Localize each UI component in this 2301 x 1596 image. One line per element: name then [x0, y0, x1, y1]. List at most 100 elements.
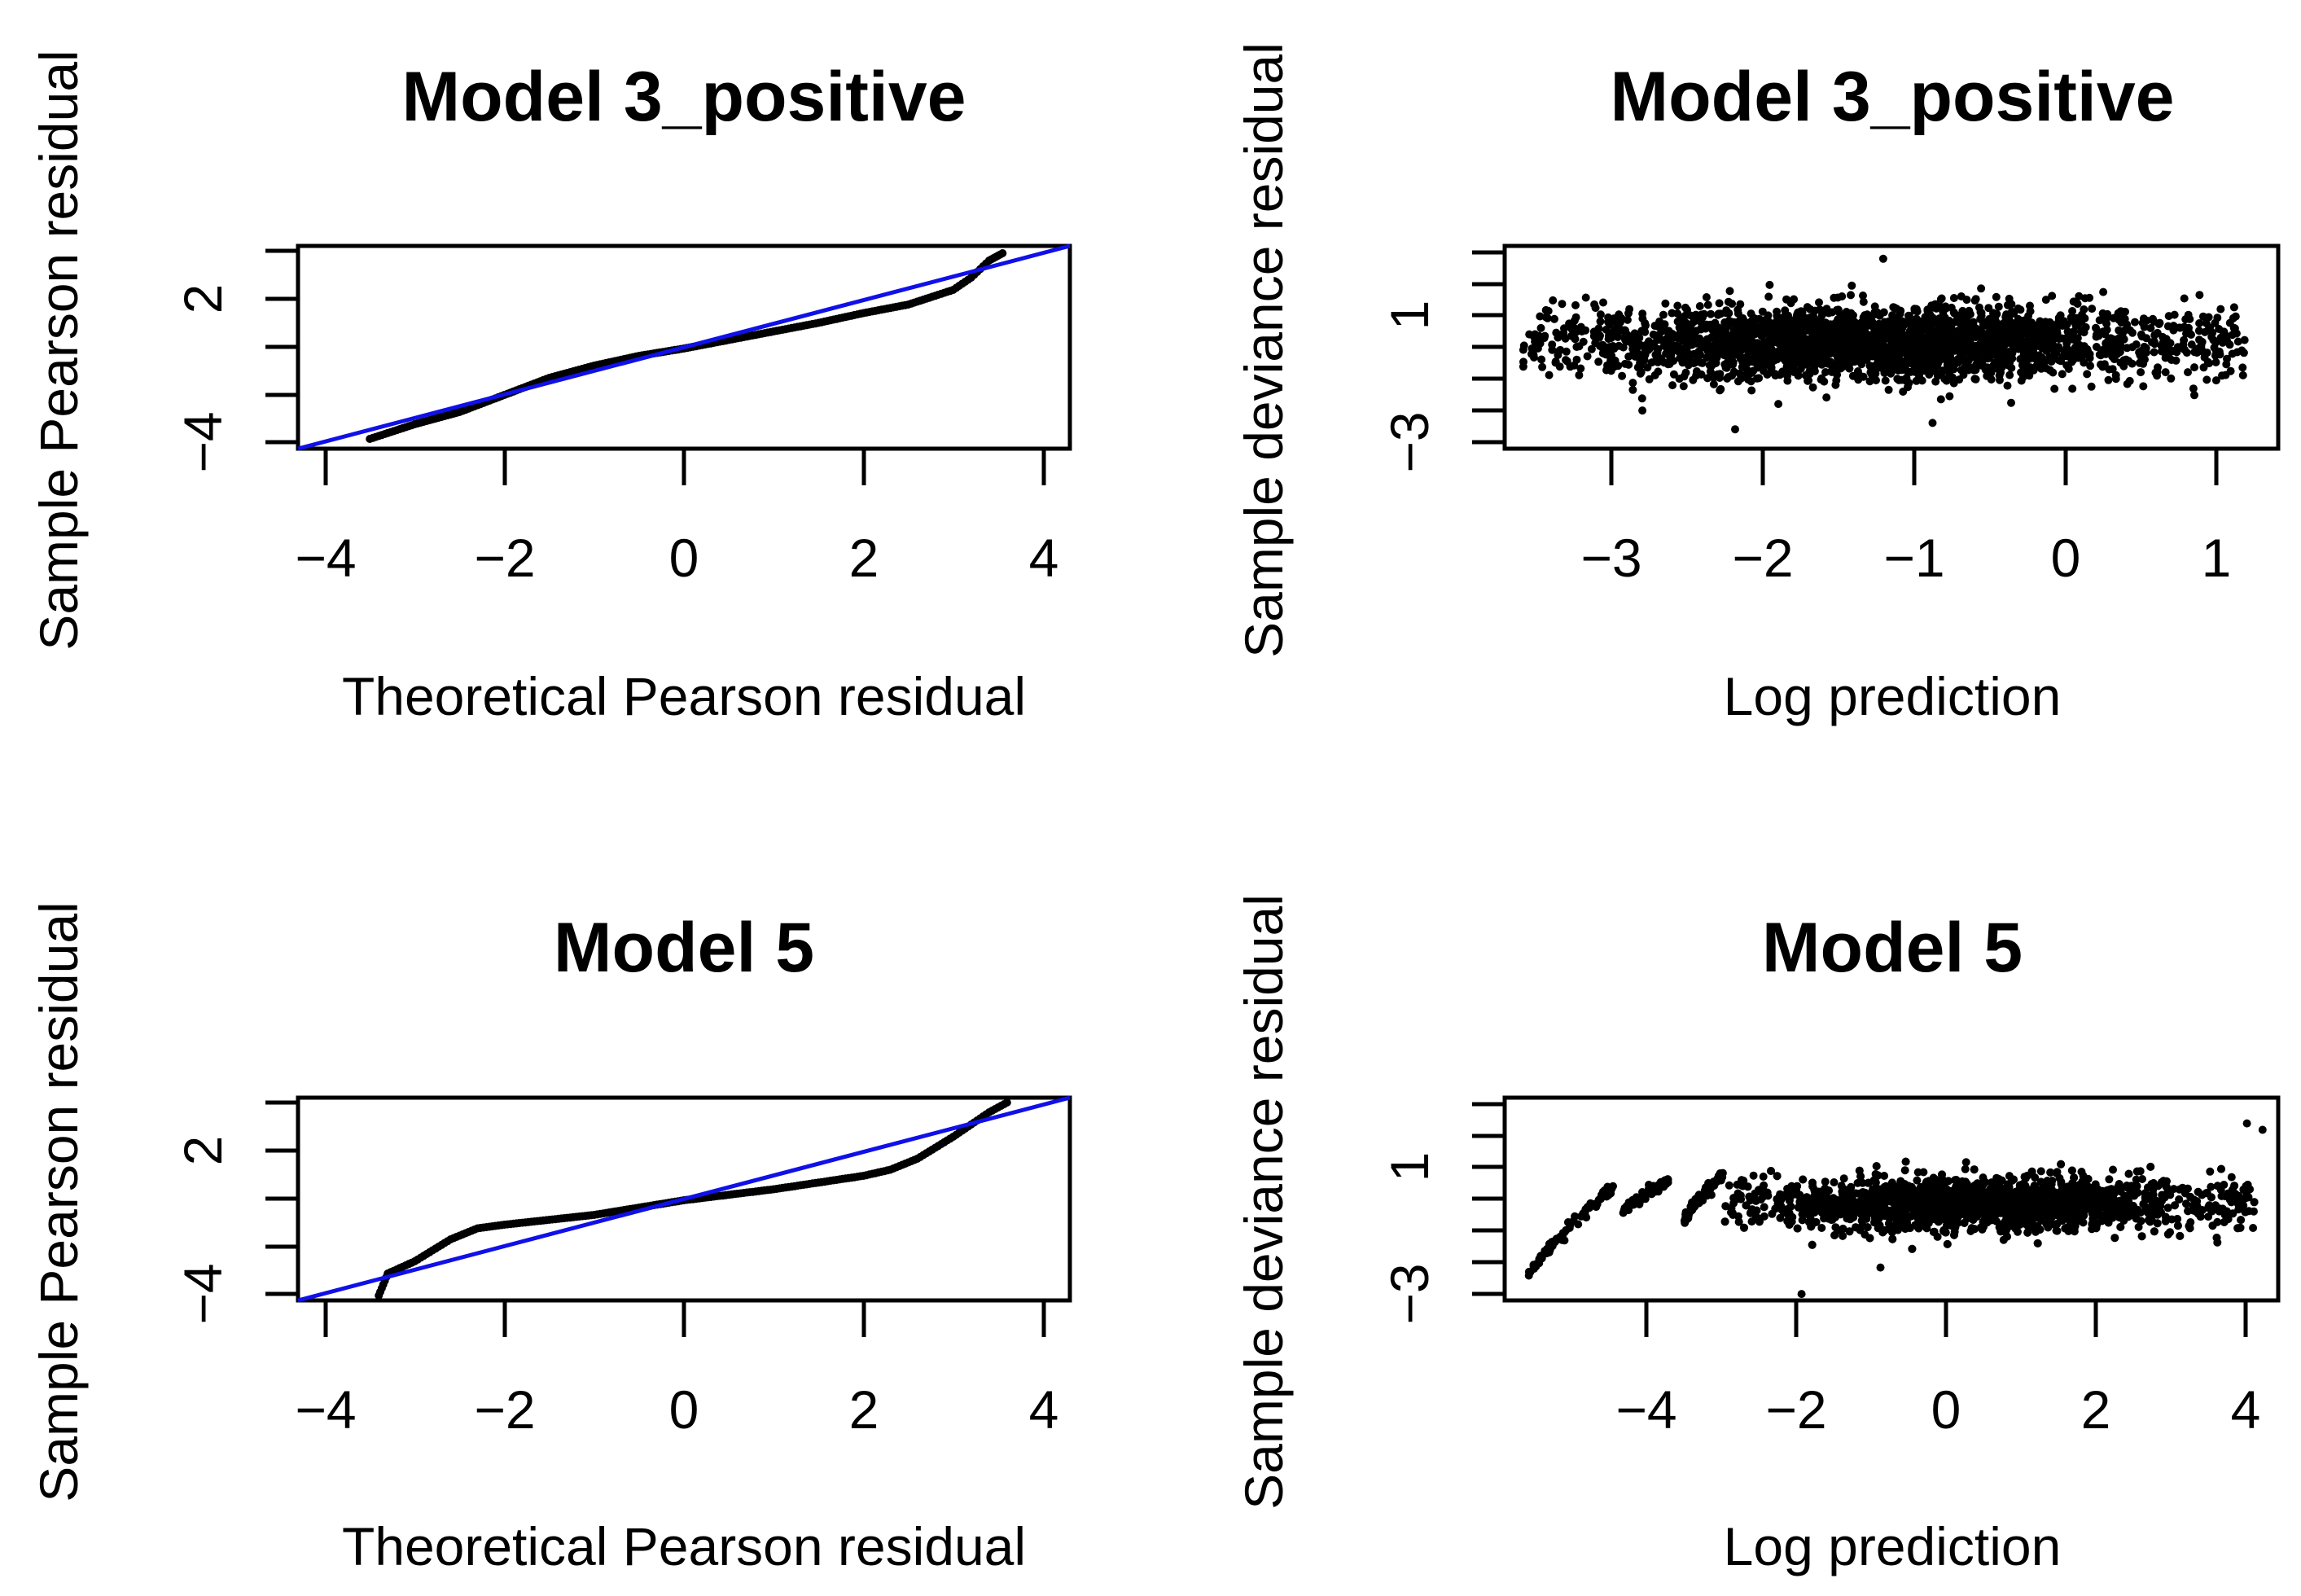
data-point — [1764, 292, 1773, 301]
data-point — [1606, 351, 1615, 360]
data-point — [2115, 326, 2123, 335]
data-point — [1705, 361, 1714, 370]
x-tick-label-0: 0 — [2051, 528, 2081, 588]
data-point — [2180, 294, 2189, 303]
data-point — [1966, 335, 1975, 344]
data-point — [1782, 357, 1790, 366]
data-point — [1550, 314, 1558, 323]
data-point — [2062, 361, 2071, 370]
data-point — [1558, 300, 1567, 309]
data-point — [1624, 336, 1633, 345]
data-point — [1913, 1176, 1922, 1185]
data-point — [1571, 328, 1580, 336]
data-point — [1625, 305, 1634, 314]
data-point — [1764, 317, 1773, 326]
data-point — [1830, 293, 1839, 302]
data-point — [2050, 384, 2059, 393]
data-point — [1547, 1238, 1556, 1247]
data-point — [1561, 334, 1570, 343]
data-point — [1750, 322, 1759, 331]
data-point — [1881, 349, 1890, 357]
data-point — [2029, 353, 2038, 362]
reference-line — [297, 1095, 1071, 1303]
data-point — [2062, 339, 2071, 348]
data-point — [1607, 1185, 1616, 1194]
data-point — [2153, 328, 2162, 337]
data-point — [2170, 310, 2179, 319]
data-point — [1877, 363, 1886, 371]
data-point — [2202, 375, 2211, 384]
data-point — [1641, 318, 1650, 327]
data-point — [1778, 329, 1787, 338]
data-point — [1965, 306, 1974, 315]
data-point — [1693, 1196, 1702, 1204]
y-tick-label-2: 2 — [173, 284, 233, 314]
data-point — [1531, 330, 1540, 339]
x-tick-label-neg3: −3 — [1580, 528, 1641, 588]
data-point — [1918, 333, 1927, 341]
x-axis: −3 −2 −1 0 1 — [1580, 446, 2231, 588]
data-point — [2056, 311, 2065, 320]
data-point — [1604, 318, 1613, 327]
data-point — [2027, 323, 2036, 331]
data-point — [1696, 350, 1705, 359]
x-tick-label-neg4: −4 — [1615, 1379, 1676, 1440]
data-point — [2075, 292, 2084, 300]
y-tick-label-neg3: −3 — [1379, 411, 1440, 472]
data-point — [1758, 344, 1767, 353]
data-point — [1689, 375, 1698, 384]
data-point — [2177, 344, 2186, 353]
data-point — [1722, 363, 1731, 372]
data-point — [1971, 366, 1980, 375]
data-point — [1830, 1178, 1839, 1186]
data-point — [1989, 362, 1998, 370]
data-point — [2136, 351, 2145, 360]
data-point — [1839, 344, 1847, 353]
data-point — [2189, 384, 2198, 393]
data-point — [1844, 319, 1853, 328]
data-point — [2240, 335, 2249, 344]
data-point — [2123, 344, 2132, 353]
data-point — [2150, 318, 2159, 326]
data-point — [2217, 1191, 2226, 1200]
data-point — [2012, 332, 2021, 341]
data-point — [1977, 284, 1986, 293]
data-point — [1750, 339, 1759, 347]
data-point — [1663, 1175, 1672, 1184]
data-point — [2092, 343, 2101, 351]
data-point — [2220, 1181, 2229, 1189]
data-point — [2068, 307, 2077, 315]
data-point — [2036, 358, 2045, 366]
data-point — [2092, 323, 2100, 332]
data-point — [1962, 296, 1971, 305]
data-point — [1594, 357, 1603, 366]
data-point — [1979, 332, 1988, 341]
x-tick-label-neg2: −2 — [1732, 528, 1793, 588]
data-point — [1865, 337, 1874, 346]
data-point — [1886, 335, 1895, 344]
data-point — [2076, 353, 2085, 361]
data-point — [2233, 348, 2242, 357]
data-point — [2249, 1224, 2258, 1232]
data-point — [1898, 322, 1907, 331]
data-point — [1804, 376, 1813, 385]
data-point — [1849, 352, 1858, 361]
data-point — [1536, 312, 1545, 321]
data-point — [2227, 1173, 2236, 1182]
data-point — [1832, 335, 1841, 344]
data-point — [1606, 334, 1615, 343]
data-point — [2142, 316, 2151, 325]
data-point — [2222, 360, 2231, 369]
data-point — [1887, 369, 1896, 378]
data-point — [1722, 321, 1731, 330]
data-point — [1964, 318, 1973, 327]
data-point — [2111, 375, 2120, 384]
x-tick-label-4: 4 — [2231, 1379, 2261, 1440]
data-point — [1971, 345, 1980, 354]
y-tick-label-1: 1 — [1379, 1152, 1440, 1182]
data-point — [1843, 336, 1852, 345]
data-point — [1669, 370, 1678, 379]
data-point — [2058, 370, 2067, 379]
data-point — [1689, 1201, 1698, 1210]
data-point — [1889, 303, 1898, 312]
